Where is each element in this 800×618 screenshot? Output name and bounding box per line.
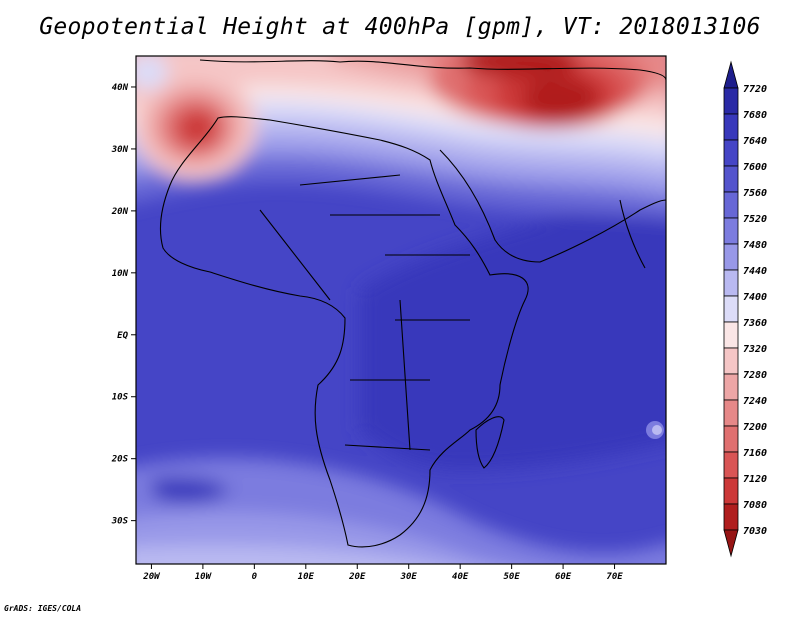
colorbar-segment: [723, 269, 739, 297]
madagascar: [475, 416, 505, 469]
colorbar-segment: [723, 399, 739, 427]
colorbar-label: 7200: [743, 422, 767, 433]
colorbar-label: 7680: [743, 110, 767, 121]
colorbar-label: 7280: [743, 370, 767, 381]
colorbar-top-arrow: [723, 60, 739, 89]
colorbar-label: 7320: [743, 344, 767, 355]
x-tick-label: 40E: [452, 572, 469, 582]
colorbar: 7720 7680 7640 7600 7560 7520 7480 7440 7400 7360…: [723, 60, 767, 558]
x-tick-label: 70E: [606, 572, 623, 582]
colorbar-label: 7720: [743, 84, 767, 95]
y-tick-label: 30S: [111, 517, 129, 527]
colorbar-label: 7560: [743, 188, 767, 199]
colorbar-label: 7240: [743, 396, 767, 407]
x-tick-label: 10E: [298, 572, 315, 582]
colorbar-label: 7160: [743, 448, 767, 459]
colorbar-segment: [723, 503, 739, 531]
colorbar-segment: [723, 139, 739, 167]
colorbar-label: 7360: [743, 318, 767, 329]
colorbar-segment: [723, 113, 739, 141]
x-tick-label: 50E: [503, 572, 520, 582]
geopotential-field: [136, 56, 666, 564]
colorbar-segment: [723, 217, 739, 245]
colorbar-label: 7480: [743, 240, 767, 251]
y-tick-label: 20S: [111, 455, 129, 465]
colorbar-label: 7080: [743, 500, 767, 511]
colorbar-segment: [723, 191, 739, 219]
y-tick-label: 20N: [111, 207, 129, 217]
y-tick-label: 10N: [112, 269, 129, 279]
grads-credit: GrADS: IGES/COLA: [4, 604, 82, 613]
x-tick-label: 20W: [142, 572, 161, 582]
y-tick-label: EQ: [117, 331, 128, 341]
x-tick-label: 10W: [195, 572, 213, 582]
coastlines: [159, 59, 666, 548]
colorbar-bottom-arrow: [723, 529, 739, 558]
colorbar-segment: [723, 347, 739, 375]
y-tick-label: 40N: [112, 83, 129, 93]
colorbar-label: 7640: [743, 136, 767, 147]
colorbar-segment: [723, 87, 739, 115]
chart-title: Geopotential Height at 400hPa [gpm], VT:…: [39, 14, 761, 40]
colorbar-segment: [723, 295, 739, 323]
plot-frame: [135, 55, 667, 565]
colorbar-segment: [723, 373, 739, 401]
colorbar-label: 7400: [743, 292, 767, 303]
x-tick-label: 30E: [400, 572, 418, 582]
x-axis-ticks: 20W 10W 0 10E 20E 30E 40E 50E 60E 70E: [142, 564, 623, 582]
y-tick-label: 10S: [112, 393, 129, 403]
x-tick-label: 60E: [555, 572, 572, 582]
colorbar-segment: [723, 425, 739, 453]
colorbar-label: 7030: [743, 526, 767, 537]
colorbar-segment: [723, 243, 739, 271]
colorbar-segment: [723, 321, 739, 349]
y-axis-ticks: 40N 30N 20N 10N EQ 10S 20S 30S: [111, 83, 136, 527]
colorbar-label: 7120: [743, 474, 767, 485]
colorbar-segment: [723, 165, 739, 193]
colorbar-segment: [723, 477, 739, 505]
x-tick-label: 20E: [348, 572, 366, 582]
colorbar-label: 7600: [743, 162, 767, 173]
y-tick-label: 30N: [111, 145, 129, 155]
colorbar-label: 7440: [743, 266, 767, 277]
x-tick-label: 0: [252, 572, 258, 582]
colorbar-segment: [723, 451, 739, 479]
colorbar-label: 7520: [743, 214, 767, 225]
